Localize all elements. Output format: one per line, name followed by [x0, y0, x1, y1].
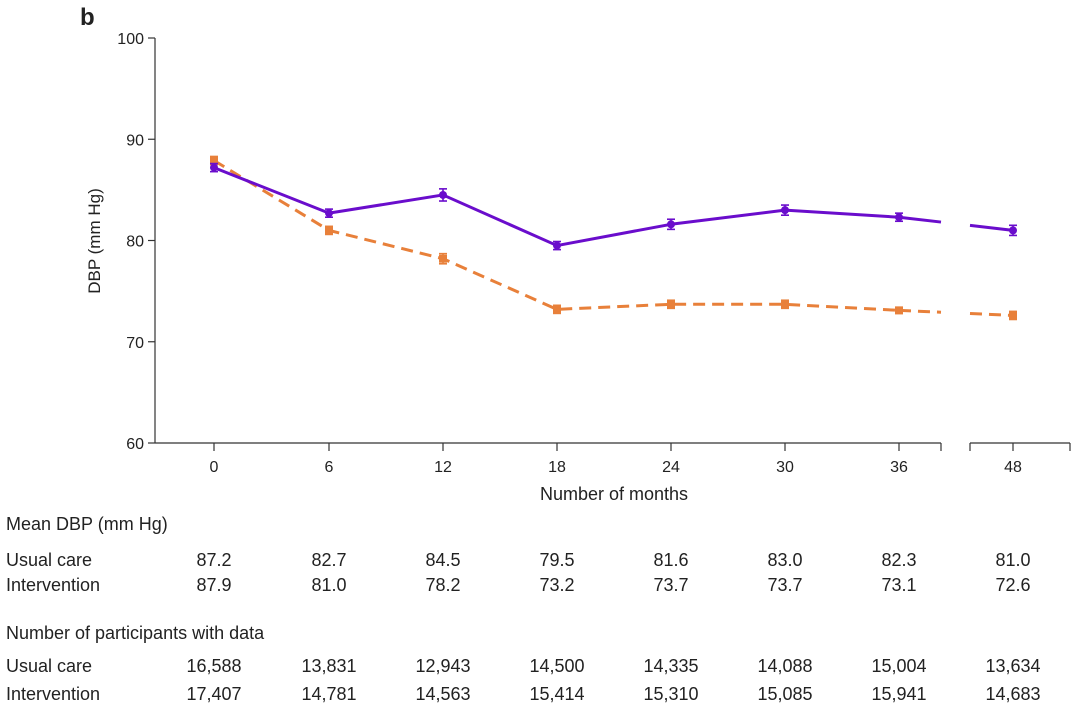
panel-label: b	[80, 4, 95, 31]
n-intervention-cell: 17,407	[186, 684, 242, 704]
data-point	[210, 156, 218, 165]
n-usual-care-cell: 14,335	[643, 656, 699, 676]
y-tick-label: 80	[126, 234, 144, 251]
x-tick-label: 24	[662, 459, 680, 476]
n-intervention-cell: 14,781	[301, 684, 357, 704]
n-usual-care-cell: 16,588	[186, 656, 242, 676]
mean-intervention-cell: 73.7	[653, 575, 689, 595]
mean-intervention-cell: 72.6	[995, 575, 1031, 595]
mean-intervention-cell: 78.2	[425, 575, 461, 595]
x-tick-label: 18	[548, 459, 566, 476]
data-point	[667, 220, 675, 229]
series-line-segment	[898, 308, 942, 314]
n-usual-care-cell: 14,088	[757, 656, 813, 676]
mean-usual-care-cell: 82.3	[881, 550, 917, 570]
series-line	[213, 159, 900, 312]
n-intervention-cell: 14,563	[415, 684, 471, 704]
mean-intervention-cell: 81.0	[311, 575, 347, 595]
n-usual-care-cell: 15,004	[871, 656, 927, 676]
series-intervention	[210, 155, 1017, 321]
mean-usual-care-cell: 81.6	[653, 550, 689, 570]
series-layer	[210, 155, 1017, 321]
n-intervention-cell: 15,941	[871, 684, 927, 704]
n-row-label-intervention: Intervention	[6, 684, 101, 704]
n-intervention-cell: 15,085	[757, 684, 813, 704]
n-usual-care-cell: 13,831	[301, 656, 357, 676]
participants-heading: Number of participants with data	[6, 623, 265, 643]
mean-intervention-cell: 87.9	[196, 575, 232, 595]
data-point	[781, 300, 789, 309]
data-point	[325, 209, 333, 218]
y-tick-label: 70	[126, 335, 144, 352]
mean-row-label-usual-care: Usual care	[6, 550, 93, 570]
axes: 60 70 80 90 100 0 6 12 18 24 30 36 48	[117, 31, 1071, 476]
x-tick-label: 6	[325, 459, 334, 476]
n-intervention-cell: 15,414	[529, 684, 585, 704]
n-row-label-usual-care: Usual care	[6, 656, 93, 676]
mean-row-label-intervention: Intervention	[6, 575, 101, 595]
mean-usual-care-cell: 81.0	[995, 550, 1031, 570]
x-tick-label: 30	[776, 459, 794, 476]
x-tick-label: 48	[1004, 459, 1022, 476]
series-line-segment	[969, 312, 1014, 317]
mean-intervention-cell: 73.2	[539, 575, 575, 595]
mean-usual-care-cell: 79.5	[539, 550, 575, 570]
series-line-segment	[969, 223, 1014, 232]
mean-usual-care-cell: 82.7	[311, 550, 347, 570]
data-point	[439, 254, 447, 263]
mean-intervention-cell: 73.7	[767, 575, 803, 595]
data-point	[667, 300, 675, 309]
data-point	[553, 241, 561, 250]
mean-usual-care-cell: 84.5	[425, 550, 461, 570]
data-point	[1009, 311, 1017, 320]
n-usual-care-cell: 14,500	[529, 656, 585, 676]
data-point	[439, 190, 447, 199]
dbp-line-chart: 60 70 80 90 100 0 6 12 18 24 30 36 48 DBP (mm Hg) Nu…	[85, 31, 1071, 500]
data-point	[781, 206, 789, 215]
mean-usual-care-cell: 83.0	[767, 550, 803, 570]
mean-usual-care-cell: 87.2	[196, 550, 232, 570]
x-tick-label: 36	[890, 459, 908, 476]
data-point	[895, 213, 903, 222]
series-line-segment	[898, 215, 942, 224]
y-tick-label: 60	[126, 436, 144, 453]
series-line	[213, 166, 900, 248]
x-tick-label: 12	[434, 459, 452, 476]
n-usual-care-cell: 12,943	[415, 656, 471, 676]
mean-dbp-heading: Mean DBP (mm Hg)	[6, 514, 168, 534]
n-usual-care-cell: 13,634	[985, 656, 1041, 676]
x-axis-label: Number of months	[540, 484, 688, 500]
mean-intervention-cell: 73.1	[881, 575, 917, 595]
data-point	[895, 306, 903, 315]
n-intervention-cell: 15,310	[643, 684, 699, 704]
data-point	[210, 163, 218, 172]
data-point	[553, 305, 561, 314]
x-tick-label: 0	[210, 459, 219, 476]
y-axis-label: DBP (mm Hg)	[85, 188, 104, 293]
y-tick-label: 90	[126, 132, 144, 149]
series-usual-care	[210, 162, 1017, 251]
y-tick-label: 100	[117, 31, 144, 48]
data-point	[1009, 226, 1017, 235]
n-intervention-cell: 14,683	[985, 684, 1041, 704]
data-point	[325, 226, 333, 235]
